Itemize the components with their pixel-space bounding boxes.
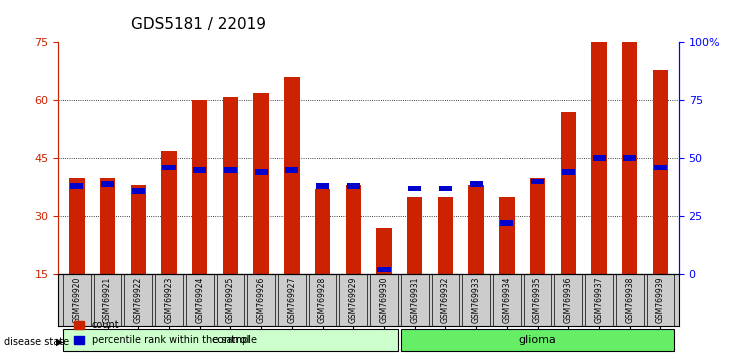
Text: GSM769922: GSM769922 — [134, 277, 143, 323]
Text: GSM769937: GSM769937 — [594, 277, 604, 323]
Text: GSM769938: GSM769938 — [626, 277, 634, 323]
Text: GSM769936: GSM769936 — [564, 277, 573, 323]
FancyBboxPatch shape — [63, 274, 91, 326]
Bar — [69, 178, 85, 274]
FancyBboxPatch shape — [278, 274, 306, 326]
FancyBboxPatch shape — [555, 274, 582, 326]
Bar — [377, 228, 392, 274]
Bar — [654, 165, 667, 171]
Bar — [315, 189, 330, 274]
Bar — [255, 169, 268, 175]
Bar — [469, 181, 483, 187]
Legend: count, percentile rank within the sample: count, percentile rank within the sample — [71, 316, 261, 349]
Bar — [101, 181, 114, 187]
FancyBboxPatch shape — [431, 274, 459, 326]
Bar — [407, 197, 423, 274]
Bar — [622, 39, 637, 274]
FancyBboxPatch shape — [186, 274, 214, 326]
FancyBboxPatch shape — [585, 274, 613, 326]
FancyBboxPatch shape — [63, 329, 398, 351]
Text: glioma: glioma — [518, 335, 556, 345]
Bar — [653, 69, 668, 274]
Bar — [131, 188, 145, 194]
FancyBboxPatch shape — [401, 274, 429, 326]
FancyBboxPatch shape — [217, 274, 245, 326]
Text: disease state: disease state — [4, 337, 69, 347]
FancyBboxPatch shape — [616, 274, 644, 326]
FancyBboxPatch shape — [155, 274, 182, 326]
Text: GSM769926: GSM769926 — [257, 277, 266, 323]
Text: GSM769933: GSM769933 — [472, 277, 480, 323]
Bar — [439, 185, 452, 192]
Bar — [499, 197, 515, 274]
Bar — [316, 183, 329, 189]
Text: GSM769928: GSM769928 — [318, 277, 327, 323]
Bar — [438, 197, 453, 274]
Text: GSM769934: GSM769934 — [502, 277, 512, 323]
Bar — [70, 183, 83, 189]
Bar — [285, 167, 299, 173]
Bar — [408, 185, 421, 192]
Text: GSM769925: GSM769925 — [226, 277, 235, 323]
Text: ▶: ▶ — [56, 337, 64, 347]
Bar — [562, 169, 575, 175]
FancyBboxPatch shape — [124, 274, 152, 326]
Bar — [161, 150, 177, 274]
FancyBboxPatch shape — [370, 274, 398, 326]
Bar — [591, 23, 607, 274]
Text: GDS5181 / 22019: GDS5181 / 22019 — [131, 17, 266, 32]
Bar — [193, 167, 207, 173]
Bar — [345, 185, 361, 274]
Text: GSM769921: GSM769921 — [103, 277, 112, 323]
Text: GSM769930: GSM769930 — [380, 277, 388, 323]
Text: GSM769924: GSM769924 — [195, 277, 204, 323]
Text: GSM769932: GSM769932 — [441, 277, 450, 323]
Bar — [284, 77, 299, 274]
FancyBboxPatch shape — [339, 274, 367, 326]
Bar — [561, 112, 576, 274]
Text: GSM769929: GSM769929 — [349, 277, 358, 323]
Bar — [530, 178, 545, 274]
Bar — [100, 178, 115, 274]
Bar — [469, 185, 484, 274]
Bar — [253, 93, 269, 274]
Text: GSM769931: GSM769931 — [410, 277, 419, 323]
FancyBboxPatch shape — [93, 274, 121, 326]
Bar — [531, 179, 544, 184]
Bar — [192, 101, 207, 274]
Text: GSM769935: GSM769935 — [533, 277, 542, 323]
Bar — [224, 167, 237, 173]
Bar — [131, 185, 146, 274]
Bar — [500, 220, 513, 226]
Text: control: control — [211, 335, 250, 345]
FancyBboxPatch shape — [309, 274, 337, 326]
FancyBboxPatch shape — [493, 274, 520, 326]
Text: GSM769927: GSM769927 — [288, 277, 296, 323]
Bar — [593, 155, 606, 161]
Bar — [347, 183, 360, 189]
Bar — [623, 155, 637, 161]
FancyBboxPatch shape — [247, 274, 275, 326]
Text: GSM769920: GSM769920 — [72, 277, 81, 323]
Bar — [377, 267, 391, 273]
FancyBboxPatch shape — [647, 274, 675, 326]
FancyBboxPatch shape — [524, 274, 551, 326]
Text: GSM769939: GSM769939 — [656, 277, 665, 323]
Text: GSM769923: GSM769923 — [164, 277, 174, 323]
FancyBboxPatch shape — [462, 274, 490, 326]
Bar — [163, 165, 175, 171]
FancyBboxPatch shape — [401, 329, 675, 351]
Bar — [223, 97, 238, 274]
